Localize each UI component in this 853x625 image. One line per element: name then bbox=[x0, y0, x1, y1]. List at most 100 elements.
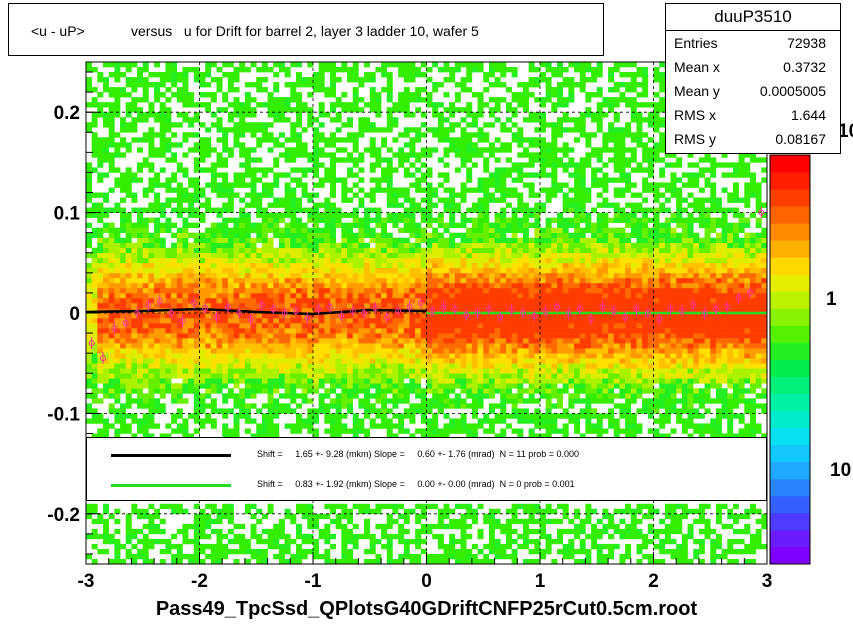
heatmap-cell bbox=[188, 257, 195, 264]
heatmap-cell bbox=[244, 508, 251, 515]
heatmap-cell bbox=[454, 423, 461, 429]
heatmap-cell bbox=[205, 318, 212, 324]
heatmap-cell bbox=[256, 227, 263, 233]
heatmap-cell bbox=[205, 272, 212, 279]
heatmap-cell bbox=[233, 433, 240, 439]
heatmap-cell bbox=[97, 102, 104, 108]
heatmap-cell bbox=[222, 503, 229, 510]
heatmap-cell bbox=[471, 237, 478, 244]
heatmap-cell bbox=[449, 313, 456, 319]
heatmap-cell bbox=[449, 543, 456, 550]
heatmap-cell bbox=[137, 313, 144, 319]
heatmap-cell bbox=[460, 242, 467, 249]
heatmap-cell bbox=[415, 328, 422, 334]
heatmap-cell bbox=[188, 247, 195, 254]
heatmap-cell bbox=[488, 247, 495, 254]
heatmap-cell bbox=[148, 358, 155, 364]
heatmap-cell bbox=[307, 533, 314, 540]
heatmap-cell bbox=[142, 523, 149, 530]
heatmap-cell bbox=[114, 383, 121, 389]
heatmap-cell bbox=[398, 423, 405, 429]
heatmap-cell bbox=[381, 277, 388, 284]
heatmap-cell bbox=[267, 212, 274, 218]
heatmap-cell bbox=[403, 408, 410, 414]
heatmap-cell bbox=[103, 222, 109, 228]
heatmap-cell bbox=[324, 227, 331, 233]
heatmap-cell bbox=[250, 348, 257, 354]
heatmap-cell bbox=[239, 368, 246, 374]
heatmap-cell bbox=[488, 122, 495, 128]
heatmap-cell bbox=[295, 132, 302, 138]
heatmap-cell bbox=[171, 62, 178, 68]
heatmap-cell bbox=[193, 157, 200, 163]
heatmap-cell bbox=[426, 292, 433, 299]
heatmap-cell bbox=[471, 338, 478, 344]
heatmap-cell bbox=[171, 247, 178, 254]
heatmap-cell bbox=[131, 558, 138, 565]
heatmap-cell bbox=[505, 518, 512, 525]
heatmap-cell bbox=[222, 282, 229, 289]
heatmap-cell bbox=[301, 373, 308, 379]
heatmap-cell bbox=[324, 368, 331, 374]
heatmap-cell bbox=[239, 523, 246, 530]
heatmap-cell bbox=[267, 307, 274, 314]
heatmap-cell bbox=[364, 262, 371, 269]
heatmap-cell bbox=[398, 67, 405, 73]
heatmap-cell bbox=[154, 513, 161, 520]
heatmap-cell bbox=[494, 62, 501, 68]
heatmap-cell bbox=[392, 282, 399, 289]
heatmap-cell bbox=[409, 348, 416, 354]
heatmap-cell bbox=[91, 558, 98, 565]
heatmap-cell bbox=[125, 428, 132, 434]
heatmap-cell bbox=[142, 353, 149, 359]
heatmap-cell bbox=[528, 418, 535, 424]
heatmap-cell bbox=[216, 543, 223, 550]
heatmap-cell bbox=[244, 212, 251, 218]
heatmap-cell bbox=[290, 207, 297, 213]
heatmap-cell bbox=[369, 197, 376, 203]
heatmap-cell bbox=[256, 137, 263, 143]
heatmap-cell bbox=[176, 227, 183, 233]
heatmap-cell bbox=[148, 182, 155, 188]
heatmap-cell bbox=[449, 333, 456, 339]
heatmap-cell bbox=[227, 87, 234, 93]
heatmap-cell bbox=[511, 137, 518, 143]
heatmap-cell bbox=[477, 62, 484, 68]
heatmap-cell bbox=[148, 187, 155, 193]
heatmap-cell bbox=[239, 353, 246, 359]
heatmap-cell bbox=[273, 553, 280, 560]
heatmap-cell bbox=[517, 343, 524, 349]
heatmap-cell bbox=[364, 212, 371, 218]
heatmap-cell bbox=[522, 222, 529, 228]
heatmap-cell bbox=[165, 252, 172, 259]
heatmap-cell bbox=[471, 363, 478, 369]
heatmap-cell bbox=[165, 378, 172, 384]
heatmap-cell bbox=[488, 393, 495, 399]
heatmap-cell bbox=[358, 428, 365, 434]
heatmap-cell bbox=[108, 137, 115, 143]
heatmap-cell bbox=[313, 348, 319, 354]
heatmap-cell bbox=[188, 212, 195, 218]
heatmap-cell bbox=[403, 127, 410, 133]
heatmap-cell bbox=[392, 117, 399, 123]
heatmap-cell bbox=[341, 137, 348, 143]
heatmap-cell bbox=[488, 338, 495, 344]
heatmap-cell bbox=[324, 177, 331, 183]
heatmap-cell bbox=[466, 292, 473, 299]
heatmap-cell bbox=[142, 187, 149, 193]
heatmap-cell bbox=[284, 147, 291, 153]
heatmap-cell bbox=[182, 262, 189, 269]
heatmap-cell bbox=[409, 297, 416, 304]
heatmap-cell bbox=[244, 558, 251, 565]
heatmap-cell bbox=[432, 383, 439, 389]
heatmap-cell bbox=[426, 353, 433, 359]
heatmap-cell bbox=[188, 302, 195, 309]
heatmap-cell bbox=[466, 277, 473, 284]
heatmap-cell bbox=[420, 318, 427, 324]
heatmap-cell bbox=[483, 267, 490, 274]
heatmap-cell bbox=[301, 328, 308, 334]
heatmap-cell bbox=[488, 528, 495, 535]
heatmap-cell bbox=[227, 272, 234, 279]
heatmap-cell bbox=[171, 187, 178, 193]
heatmap-cell bbox=[488, 428, 495, 434]
